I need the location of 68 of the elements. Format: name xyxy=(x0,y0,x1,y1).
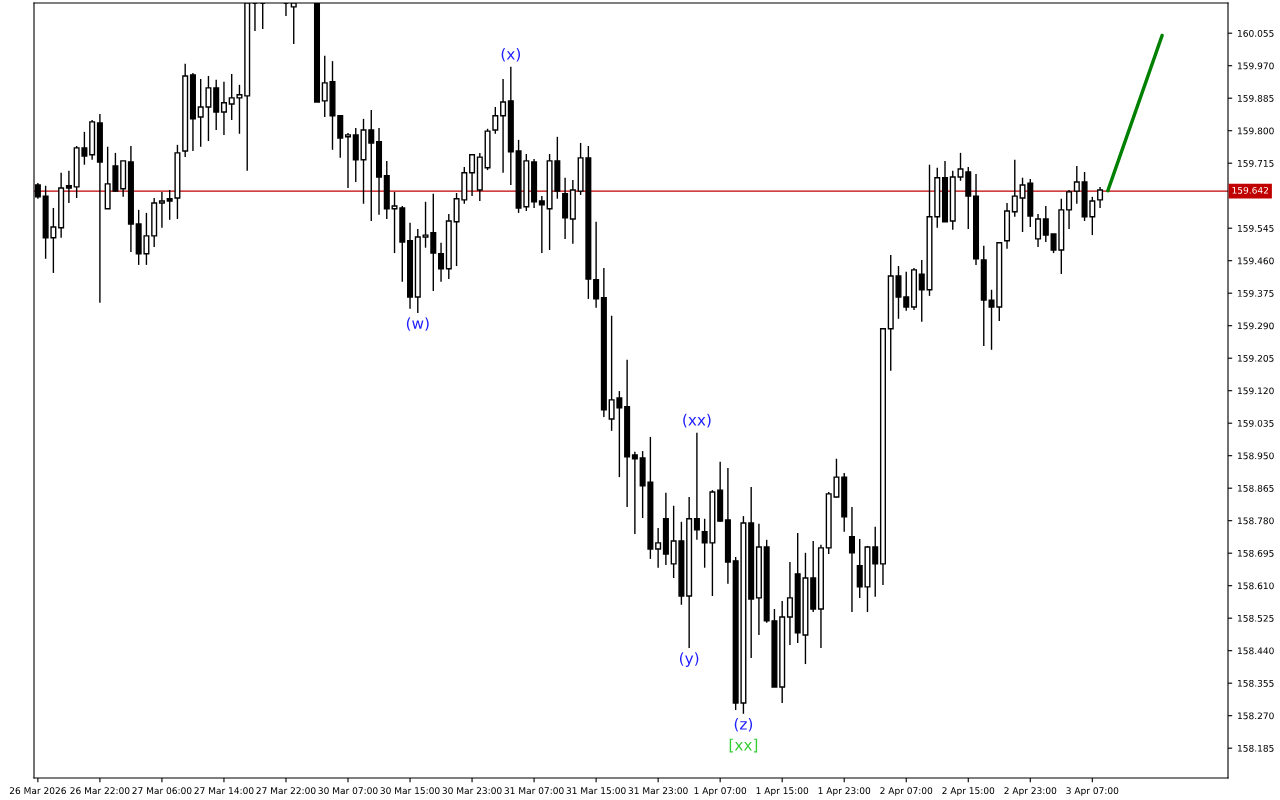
candlestick xyxy=(438,242,445,283)
candlestick xyxy=(693,432,700,541)
candlestick xyxy=(1035,213,1042,248)
x-tick-label: 27 Mar 22:00 xyxy=(256,787,316,795)
candlestick xyxy=(848,506,855,613)
candlestick xyxy=(469,154,476,197)
annotation: [xx] xyxy=(729,738,758,753)
candlestick xyxy=(1097,186,1104,209)
annotation: (y) xyxy=(679,652,699,667)
candlestick xyxy=(158,191,165,229)
candlestick xyxy=(500,78,507,174)
x-tick-label: 31 Mar 07:00 xyxy=(504,787,564,795)
x-tick-label: 26 Mar 22:00 xyxy=(70,787,130,795)
x-tick-label: 30 Mar 23:00 xyxy=(442,787,502,795)
x-tick-label: 3 Apr 07:00 xyxy=(1066,787,1119,796)
candlestick xyxy=(631,451,638,535)
y-tick-label: 159.205 xyxy=(1238,354,1274,362)
y-tick-label: 159.375 xyxy=(1238,289,1274,297)
candlestick xyxy=(220,81,227,136)
x-tick-label: 30 Mar 15:00 xyxy=(380,787,440,795)
y-tick-label: 159.460 xyxy=(1238,257,1274,265)
candlestick xyxy=(1042,205,1049,243)
candlestick xyxy=(593,221,600,309)
y-tick-label: 158.525 xyxy=(1238,614,1274,622)
y-tick-label: 158.185 xyxy=(1238,744,1274,752)
y-tick-label: 159.715 xyxy=(1238,159,1274,167)
y-tick-label: 160.055 xyxy=(1238,29,1274,37)
annotation: (w) xyxy=(406,317,429,331)
annotation: (z) xyxy=(734,717,753,732)
y-tick-label: 158.355 xyxy=(1238,679,1274,687)
x-tick-label: 2 Apr 07:00 xyxy=(880,787,933,796)
candlestick xyxy=(65,170,72,204)
candlestick xyxy=(655,527,662,569)
y-tick-label: 159.800 xyxy=(1238,127,1274,135)
x-tick-label: 31 Mar 15:00 xyxy=(566,787,626,795)
candlestick xyxy=(1011,159,1018,218)
x-tick-label: 27 Mar 14:00 xyxy=(194,787,254,795)
y-tick-label: 159.970 xyxy=(1238,62,1274,70)
y-tick-label: 159.545 xyxy=(1238,224,1274,232)
y-tick-label: 158.780 xyxy=(1238,517,1274,525)
candlestick xyxy=(872,526,879,598)
annotation: (x) xyxy=(501,47,520,62)
y-tick-label: 159.290 xyxy=(1238,322,1274,330)
y-tick-label: 158.865 xyxy=(1238,484,1274,492)
y-tick-label: 158.695 xyxy=(1238,549,1274,557)
x-tick-label: 30 Mar 07:00 xyxy=(318,787,378,795)
x-tick-label: 27 Mar 06:00 xyxy=(132,787,192,795)
y-tick-label: 158.440 xyxy=(1238,647,1274,655)
candlestick xyxy=(538,195,545,254)
y-tick-label: 159.885 xyxy=(1238,94,1274,102)
y-tick-label: 158.950 xyxy=(1238,452,1274,460)
x-tick-label: 1 Apr 15:00 xyxy=(756,787,809,796)
annotation: (xx) xyxy=(683,413,711,428)
candlestick xyxy=(786,561,793,646)
y-tick-label: 158.270 xyxy=(1238,712,1274,720)
x-tick-label: 26 Mar 2026 xyxy=(9,787,66,795)
x-tick-label: 1 Apr 23:00 xyxy=(818,787,871,796)
candlestick xyxy=(1073,165,1080,205)
ref-line-label: 159.642 xyxy=(1232,186,1269,194)
x-tick-label: 1 Apr 07:00 xyxy=(694,787,747,796)
x-tick-label: 2 Apr 23:00 xyxy=(1004,787,1057,796)
y-tick-label: 159.120 xyxy=(1238,387,1274,395)
x-tick-label: 2 Apr 15:00 xyxy=(942,787,995,796)
y-tick-label: 158.610 xyxy=(1238,582,1274,590)
y-tick-label: 159.035 xyxy=(1238,419,1274,427)
candlestick xyxy=(1066,189,1073,230)
candlestick xyxy=(344,132,352,189)
x-tick-label: 31 Mar 23:00 xyxy=(628,787,688,795)
